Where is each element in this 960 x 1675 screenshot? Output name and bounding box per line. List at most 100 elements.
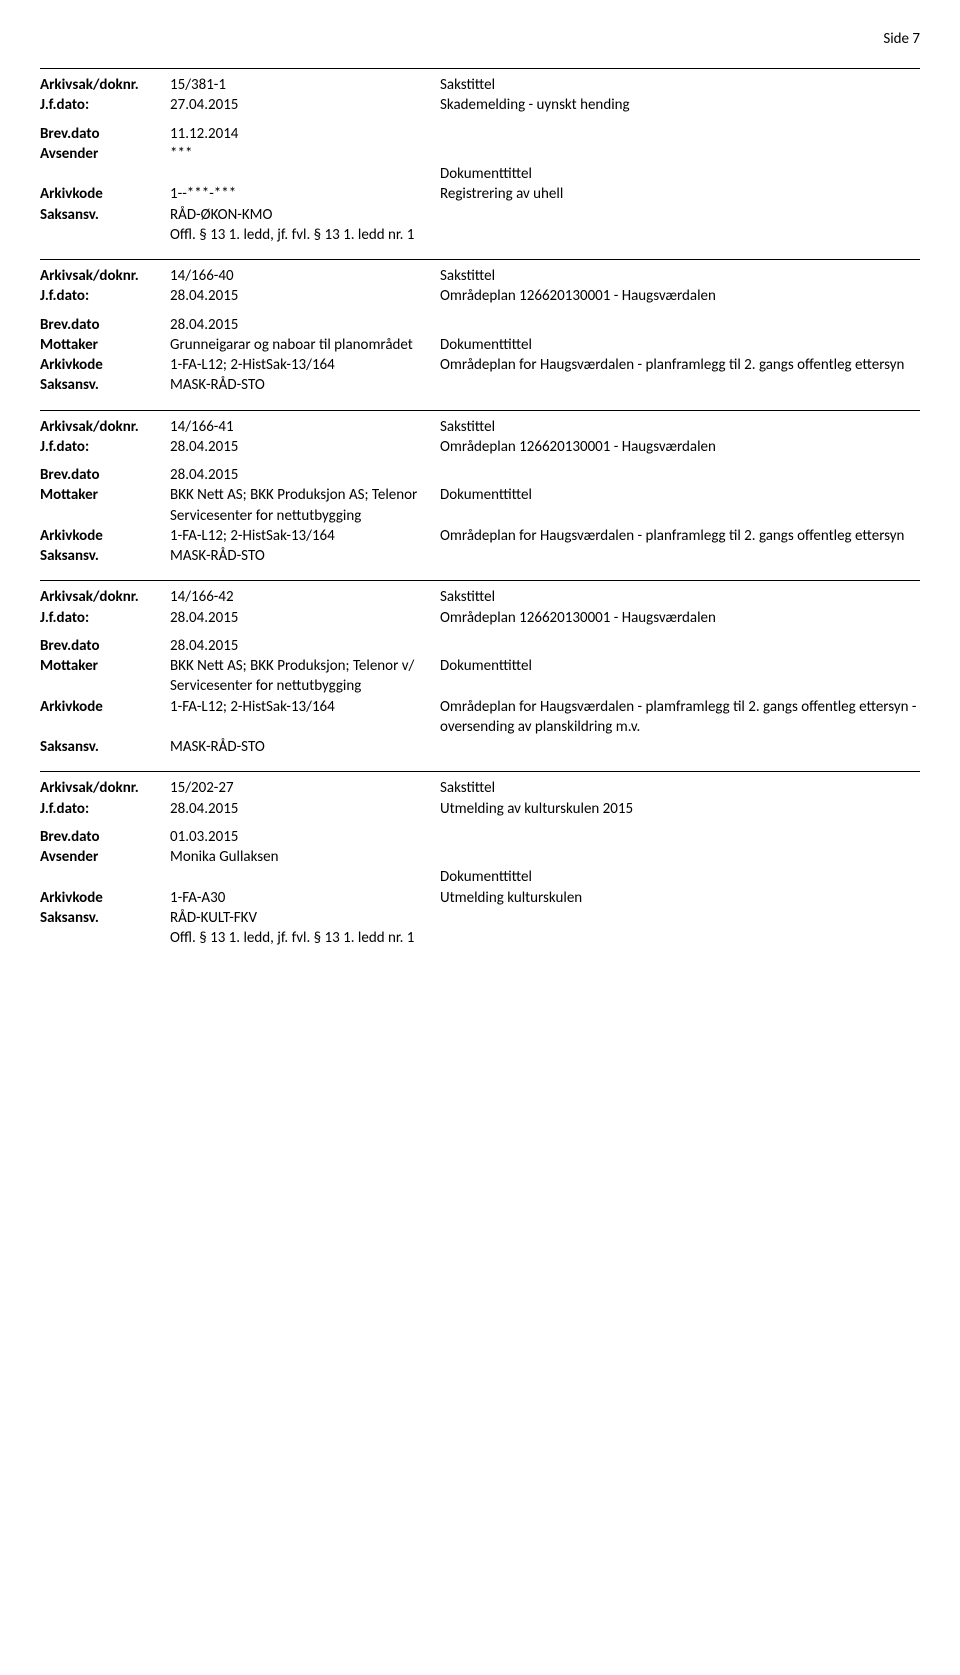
field-value: 01.03.2015 (170, 827, 440, 847)
field-detail: Sakstittel (440, 587, 920, 607)
field-detail: Områdeplan 126620130001 - Haugsværdalen (440, 437, 920, 457)
field-detail: Dokumenttittel (440, 485, 920, 505)
record-row: AvsenderMonika Gullaksen (40, 847, 920, 867)
spacer (40, 116, 920, 124)
field-label: Saksansv. (40, 908, 170, 928)
field-detail: Dokumenttittel (440, 656, 920, 676)
field-label: Brev.dato (40, 465, 170, 485)
record-row: Arkivsak/doknr.14/166-40Sakstittel (40, 266, 920, 286)
field-label: Avsender (40, 144, 170, 164)
field-value: MASK-RÅD-STO (170, 546, 440, 566)
field-value: Monika Gullaksen (170, 847, 440, 867)
field-value: 1-FA-L12; 2-HistSak-13/164 (170, 697, 440, 717)
document-body: Arkivsak/doknr.15/381-1SakstittelJ.f.dat… (40, 68, 920, 948)
field-label: J.f.dato: (40, 799, 170, 819)
record-row: Brev.dato01.03.2015 (40, 827, 920, 847)
field-value: MASK-RÅD-STO (170, 737, 440, 757)
record-block: Arkivsak/doknr.14/166-41SakstittelJ.f.da… (40, 410, 920, 567)
field-detail: Områdeplan 126620130001 - Haugsværdalen (440, 286, 920, 306)
record-row: Arkivsak/doknr.15/202-27Sakstittel (40, 778, 920, 798)
field-detail: Sakstittel (440, 778, 920, 798)
field-value: 28.04.2015 (170, 636, 440, 656)
record-row: Arkivkode1-FA-L12; 2-HistSak-13/164Områd… (40, 697, 920, 738)
field-label: Arkivkode (40, 697, 170, 717)
field-value: MASK-RÅD-STO (170, 375, 440, 395)
field-value: 15/202-27 (170, 778, 440, 798)
field-label: Mottaker (40, 335, 170, 355)
field-value: 27.04.2015 (170, 95, 440, 115)
record-row: Dokumenttittel (40, 867, 920, 887)
field-label: Arkivsak/doknr. (40, 417, 170, 437)
field-label: Saksansv. (40, 737, 170, 757)
field-label: Brev.dato (40, 315, 170, 335)
record-row: J.f.dato:28.04.2015Utmelding av kultursk… (40, 799, 920, 819)
field-value: 28.04.2015 (170, 465, 440, 485)
field-value: 28.04.2015 (170, 315, 440, 335)
field-detail: Sakstittel (440, 266, 920, 286)
field-label: Mottaker (40, 656, 170, 676)
field-label: Arkivsak/doknr. (40, 75, 170, 95)
record-block: Arkivsak/doknr.14/166-42SakstittelJ.f.da… (40, 580, 920, 757)
field-detail: Områdeplan 126620130001 - Haugsværdalen (440, 608, 920, 628)
record-row: MottakerBKK Nett AS; BKK Produksjon AS; … (40, 485, 920, 526)
field-label: Saksansv. (40, 546, 170, 566)
record-row: Saksansv.MASK-RÅD-STO (40, 737, 920, 757)
record-row: Arkivkode1-FA-L12; 2-HistSak-13/164Områd… (40, 526, 920, 546)
record-block: Arkivsak/doknr.15/381-1SakstittelJ.f.dat… (40, 68, 920, 245)
field-value: 28.04.2015 (170, 799, 440, 819)
field-value: Offl. § 13 1. ledd, jf. fvl. § 13 1. led… (170, 928, 440, 948)
field-value: 1--***-*** (170, 184, 440, 204)
record-row: J.f.dato:28.04.2015Områdeplan 1266201300… (40, 437, 920, 457)
record-row: Arkivkode1-FA-L12; 2-HistSak-13/164Områd… (40, 355, 920, 375)
field-label: Brev.dato (40, 636, 170, 656)
field-value: RÅD-KULT-FKV (170, 908, 440, 928)
record-row: Brev.dato11.12.2014 (40, 124, 920, 144)
field-label: Arkivkode (40, 184, 170, 204)
field-detail: Dokumenttittel (440, 867, 920, 887)
field-value: 14/166-41 (170, 417, 440, 437)
field-label: J.f.dato: (40, 437, 170, 457)
field-value: BKK Nett AS; BKK Produksjon; Telenor v/ … (170, 656, 440, 697)
field-label: Arkivkode (40, 526, 170, 546)
field-label: Saksansv. (40, 205, 170, 225)
field-detail: Sakstittel (440, 417, 920, 437)
field-detail: Registrering av uhell (440, 184, 920, 204)
field-label: Arkivsak/doknr. (40, 778, 170, 798)
field-value: Offl. § 13 1. ledd, jf. fvl. § 13 1. led… (170, 225, 440, 245)
record-row: Brev.dato28.04.2015 (40, 465, 920, 485)
spacer (40, 307, 920, 315)
spacer (40, 819, 920, 827)
field-detail: Skademelding - uynskt hending (440, 95, 920, 115)
field-value: 1-FA-A30 (170, 888, 440, 908)
field-detail: Områdeplan for Haugsværdalen - planframl… (440, 355, 920, 375)
field-value: 14/166-40 (170, 266, 440, 286)
field-value: 28.04.2015 (170, 608, 440, 628)
record-row: Saksansv.RÅD-KULT-FKV (40, 908, 920, 928)
record-row: Offl. § 13 1. ledd, jf. fvl. § 13 1. led… (40, 225, 920, 245)
field-detail: Sakstittel (440, 75, 920, 95)
field-value: 14/166-42 (170, 587, 440, 607)
field-value: Grunneigarar og naboar til planområdet (170, 335, 440, 355)
record-row: Saksansv.MASK-RÅD-STO (40, 375, 920, 395)
field-detail: Dokumenttittel (440, 335, 920, 355)
field-value: 28.04.2015 (170, 437, 440, 457)
field-detail: Utmelding av kulturskulen 2015 (440, 799, 920, 819)
field-label: Arkivsak/doknr. (40, 587, 170, 607)
field-label: Brev.dato (40, 124, 170, 144)
field-value: RÅD-ØKON-KMO (170, 205, 440, 225)
record-row: Arkivkode1--***-***Registrering av uhell (40, 184, 920, 204)
record-row: MottakerGrunneigarar og naboar til plano… (40, 335, 920, 355)
record-row: J.f.dato:28.04.2015Områdeplan 1266201300… (40, 608, 920, 628)
record-row: Saksansv.RÅD-ØKON-KMO (40, 205, 920, 225)
record-row: Brev.dato28.04.2015 (40, 315, 920, 335)
spacer (40, 628, 920, 636)
record-row: J.f.dato:28.04.2015Områdeplan 1266201300… (40, 286, 920, 306)
field-label: J.f.dato: (40, 286, 170, 306)
field-value: BKK Nett AS; BKK Produksjon AS; Telenor … (170, 485, 440, 526)
record-row: Arkivsak/doknr.14/166-42Sakstittel (40, 587, 920, 607)
record-block: Arkivsak/doknr.14/166-40SakstittelJ.f.da… (40, 259, 920, 396)
field-label: Brev.dato (40, 827, 170, 847)
field-label: Arkivkode (40, 355, 170, 375)
field-detail: Dokumenttittel (440, 164, 920, 184)
record-row: Arkivkode1-FA-A30Utmelding kulturskulen (40, 888, 920, 908)
